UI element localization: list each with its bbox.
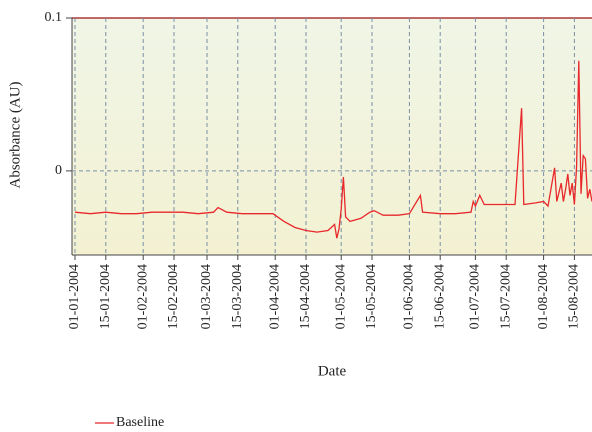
- x-tick-label: 01-07-2004: [468, 264, 483, 329]
- x-tick-label: 15-06-2004: [432, 264, 447, 329]
- x-tick-label: 15-02-2004: [166, 264, 181, 329]
- legend-label: Baseline: [116, 415, 164, 430]
- x-tick-label: 01-03-2004: [199, 264, 214, 329]
- x-tick-label: 15-08-2004: [567, 264, 582, 329]
- data-line: [74, 60, 592, 239]
- x-axis-label: Date: [318, 363, 347, 379]
- x-tick-label: 01-02-2004: [135, 264, 150, 329]
- x-tick-label: 01-05-2004: [333, 264, 348, 329]
- y-tick-label: 0.1: [45, 10, 63, 25]
- x-tick-label: 15-07-2004: [498, 264, 513, 329]
- x-tick-label: 15-03-2004: [230, 264, 245, 329]
- x-tick-label: 01-08-2004: [536, 264, 551, 329]
- x-tick-label: 01-06-2004: [402, 264, 417, 329]
- y-tick-label: 0: [55, 163, 62, 178]
- x-tick-label: 15-01-2004: [98, 264, 113, 329]
- x-tick-label: 15-05-2004: [364, 264, 379, 329]
- plot-area: [72, 18, 592, 255]
- x-tick-label: 15-04-2004: [298, 264, 313, 329]
- x-tick-label: 01-01-2004: [67, 264, 82, 329]
- x-tick-label: 01-04-2004: [267, 264, 282, 329]
- y-axis-label: Absorbance (AU): [7, 81, 23, 188]
